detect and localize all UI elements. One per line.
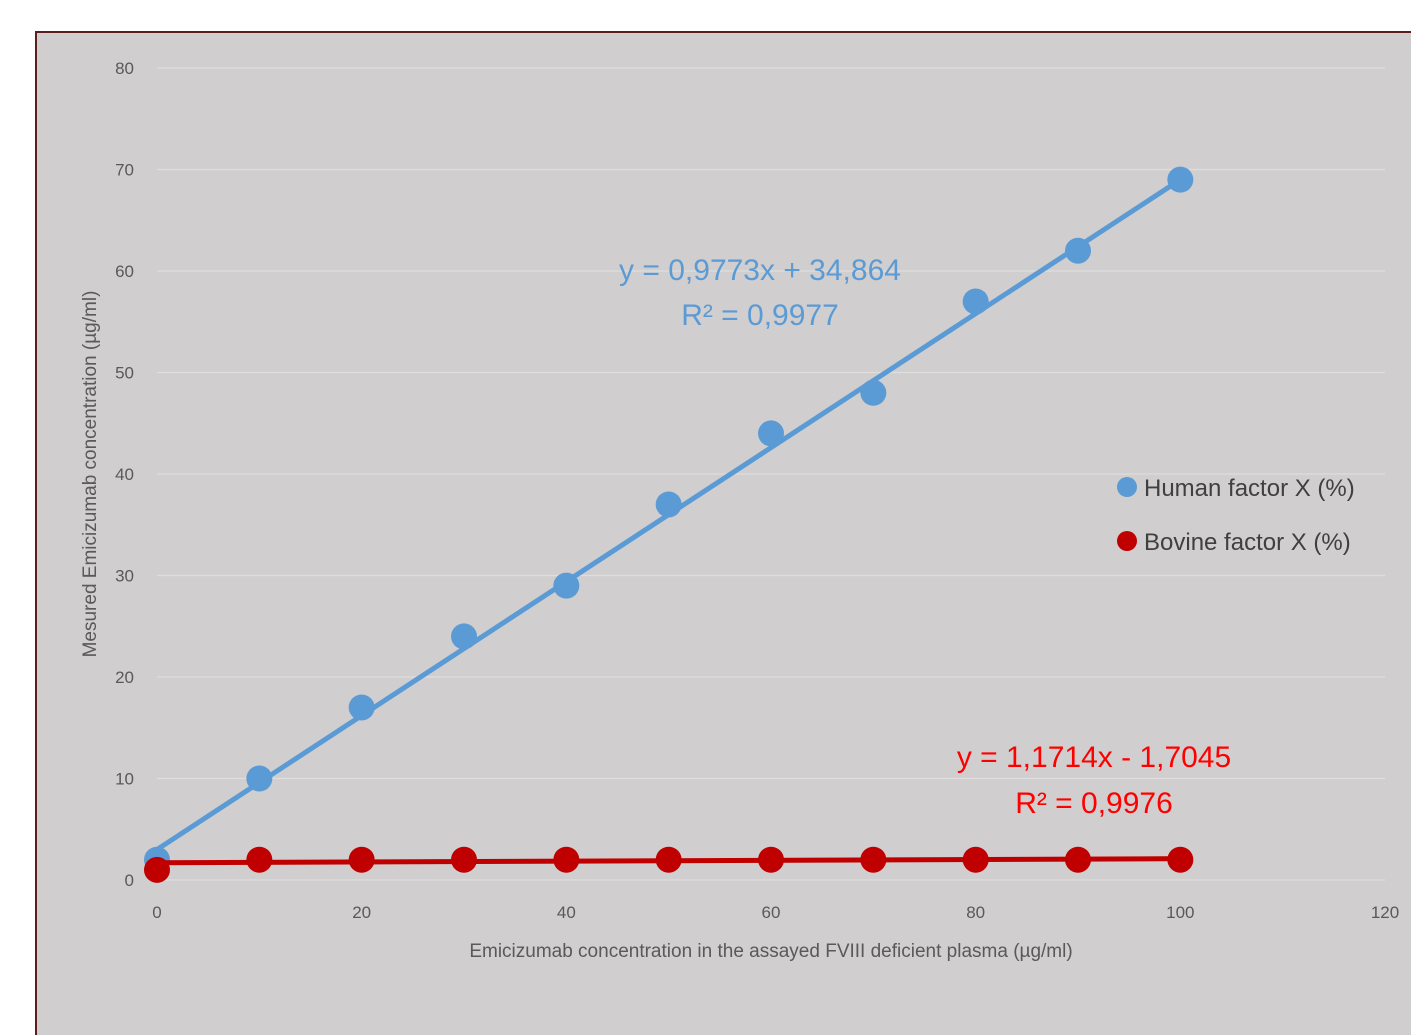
human-equation-label: y = 0,9773x + 34,864 bbox=[619, 254, 901, 287]
data-point bbox=[1065, 846, 1091, 873]
series-bovine bbox=[144, 846, 1194, 883]
x-tick-label: 20 bbox=[352, 903, 371, 922]
y-tick-label: 40 bbox=[115, 465, 134, 484]
data-point bbox=[758, 846, 784, 873]
y-tick-label: 0 bbox=[125, 871, 134, 890]
data-point bbox=[655, 846, 682, 873]
x-tick-label: 60 bbox=[762, 903, 781, 922]
data-point bbox=[962, 846, 989, 873]
data-point bbox=[1167, 166, 1194, 193]
x-tick-label: 0 bbox=[152, 903, 161, 922]
data-point bbox=[451, 846, 477, 873]
data-point bbox=[553, 572, 580, 599]
data-point bbox=[655, 491, 682, 518]
legend: Human factor X (%) Bovine factor X (%) bbox=[1117, 475, 1355, 556]
data-point bbox=[860, 379, 887, 406]
y-axis-ticks: 0 10 20 30 40 50 60 70 80 bbox=[115, 59, 134, 890]
legend-human-marker bbox=[1117, 477, 1137, 497]
series-layer bbox=[144, 166, 1194, 883]
y-tick-label: 10 bbox=[115, 770, 134, 789]
x-axis-title: Emicizumab concentration in the assayed … bbox=[469, 941, 1072, 962]
data-point bbox=[860, 846, 887, 873]
data-point bbox=[348, 694, 375, 721]
y-tick-label: 50 bbox=[115, 364, 134, 383]
x-tick-label: 40 bbox=[557, 903, 576, 922]
y-tick-label: 70 bbox=[115, 161, 134, 180]
data-point bbox=[962, 288, 989, 315]
x-axis-ticks: 0 20 40 60 80 100 120 bbox=[152, 903, 1399, 922]
x-tick-label: 80 bbox=[966, 903, 985, 922]
y-tick-label: 80 bbox=[115, 59, 134, 78]
y-tick-label: 60 bbox=[115, 262, 134, 281]
data-point bbox=[451, 623, 477, 650]
data-point bbox=[348, 846, 375, 873]
data-point bbox=[553, 846, 580, 873]
data-point bbox=[1065, 237, 1091, 264]
data-point bbox=[758, 420, 784, 447]
legend-bovine-label: Bovine factor X (%) bbox=[1144, 529, 1351, 556]
human-r2-label: R² = 0,9977 bbox=[681, 299, 839, 332]
x-tick-label: 120 bbox=[1371, 903, 1399, 922]
bovine-equation-label: y = 1,1714x - 1,7045 bbox=[957, 741, 1231, 774]
data-point bbox=[1167, 846, 1194, 873]
x-tick-label: 100 bbox=[1166, 903, 1194, 922]
legend-bovine-marker bbox=[1117, 531, 1137, 551]
data-point bbox=[246, 846, 273, 873]
gridlines bbox=[157, 67, 1385, 881]
trendline-annotations: y = 0,9773x + 34,864 R² = 0,9977 y = 1,1… bbox=[619, 254, 1231, 820]
data-point bbox=[144, 856, 170, 883]
y-axis-title: Mesured Emicizumab concentration (µg/ml) bbox=[80, 291, 101, 658]
y-tick-label: 20 bbox=[115, 668, 134, 687]
y-tick-label: 30 bbox=[115, 567, 134, 586]
legend-human-label: Human factor X (%) bbox=[1144, 475, 1355, 502]
data-point bbox=[246, 765, 273, 792]
bovine-r2-label: R² = 0,9976 bbox=[1015, 787, 1173, 820]
